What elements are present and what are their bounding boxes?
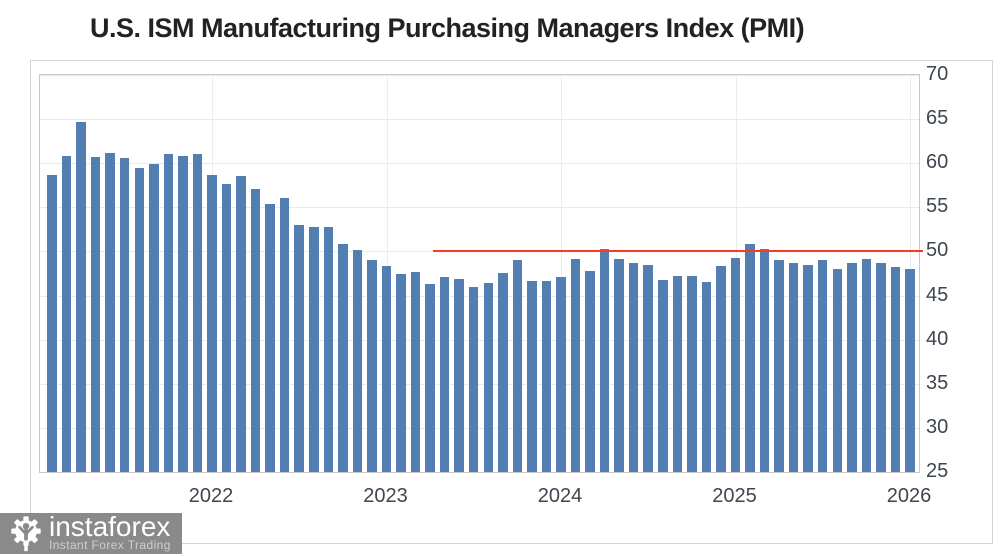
plot-area [39,74,923,473]
x-axis-tick-label-2023: 2023 [363,485,408,507]
bar-2022-12 [381,265,392,472]
gridline-y-30 [40,427,919,429]
y-axis-tick-label-50: 50 [926,239,949,262]
x-axis-tick-label-2024: 2024 [537,485,583,507]
bar-2024-07 [658,279,668,472]
chart-title: U.S. ISM Manufacturing Purchasing Manage… [90,13,805,43]
gridline-y-55 [40,207,919,209]
y-axis-tick-label-70: 70 [926,63,949,85]
bar-2023-04 [439,277,450,472]
y-axis-tick-label-25: 25 [926,460,949,482]
bar-2023-10 [527,280,537,472]
bar-2024-06 [643,264,653,472]
bar-2025-10 [876,262,886,472]
bar-2023-01 [396,274,406,472]
y-axis-tick-label-30: 30 [926,415,949,438]
y-axis-tick-label-40: 40 [926,327,949,350]
bar-2024-10 [701,282,712,472]
gridline-y-65 [40,119,919,121]
bar-2022-08 [323,226,334,472]
bar-2023-12 [556,277,566,472]
y-axis-tick-label-45: 45 [926,283,949,306]
gridline-y-60 [40,163,919,165]
bar-2025-08 [847,262,857,472]
y-axis-tick-label-35: 35 [926,371,949,394]
bar-2022-05 [279,197,290,472]
bar-2021-06 [119,157,130,472]
bar-2023-06 [468,286,479,472]
bar-2024-03 [599,248,610,472]
bar-2022-02 [236,175,246,472]
gridline-y-40 [40,339,919,341]
bar-2023-02 [410,271,421,472]
bar-2022-04 [265,203,275,472]
bar-2023-08 [498,272,508,472]
gridline-y-45 [40,295,919,297]
bar-2023-03 [425,284,435,472]
bar-2025-06 [817,260,828,472]
bar-2021-03 [76,121,86,472]
bar-2025-11 [890,267,901,472]
gridline-y-35 [40,383,919,385]
y-axis-tick-label-55: 55 [926,195,949,218]
bar-2024-12 [730,257,741,472]
bar-2022-01 [221,184,232,472]
bar-2021-01 [47,174,57,472]
bar-2021-12 [207,174,217,472]
bar-2024-05 [628,262,639,472]
bar-2021-02 [61,156,72,472]
bar-2024-04 [614,258,624,472]
bar-2025-02 [759,248,770,472]
bar-2024-01 [570,259,581,472]
bar-2021-09 [163,153,174,472]
bar-2023-07 [483,283,493,472]
bar-2024-02 [585,270,595,472]
gridline-y-70 [40,75,919,76]
bar-2022-03 [250,188,261,472]
logo-wordmark: instaforex [49,511,171,542]
bar-2025-09 [861,259,872,472]
gridline-year-2024 [561,75,562,472]
bar-2023-05 [454,278,464,472]
y-axis-tick-label-60: 60 [926,151,949,174]
bar-2025-01 [745,243,755,472]
bar-2021-11 [192,153,203,472]
instaforex-logo: instaforex Instant Forex Trading [0,513,182,554]
bar-2021-05 [105,152,115,472]
bar-2025-03 [774,260,784,472]
bar-2025-07 [832,269,843,472]
bar-2024-11 [716,265,726,472]
bar-2021-08 [149,164,159,472]
bar-2022-11 [367,260,377,472]
x-axis-tick-label-2025: 2025 [712,485,757,507]
gear-person-icon [11,515,41,551]
bar-2022-07 [309,226,319,472]
bar-2024-09 [687,276,697,472]
bar-2021-10 [178,156,188,472]
chart-container: 25 30 35 40 45 50 55 60 65 70 2022 2023 2024 2025 202… [30,60,993,544]
logo-tagline: Instant Forex Trading [49,538,171,552]
bar-2025-05 [803,264,813,472]
bar-2025-04 [788,262,799,472]
bar-2023-09 [512,260,523,472]
bar-2025-12 [905,269,915,472]
bar-2023-11 [541,280,552,472]
bar-2022-09 [338,243,348,472]
bar-2021-04 [90,157,101,472]
x-axis-tick-label-2022: 2022 [188,485,234,507]
bar-2021-07 [134,167,144,472]
y-axis-tick-label-65: 65 [926,107,949,130]
bar-2022-06 [294,225,304,472]
reference-line-50 [432,250,923,253]
bar-2024-08 [672,276,683,472]
bar-2022-10 [352,249,363,472]
x-axis-tick-label-2026: 2026 [886,485,932,507]
